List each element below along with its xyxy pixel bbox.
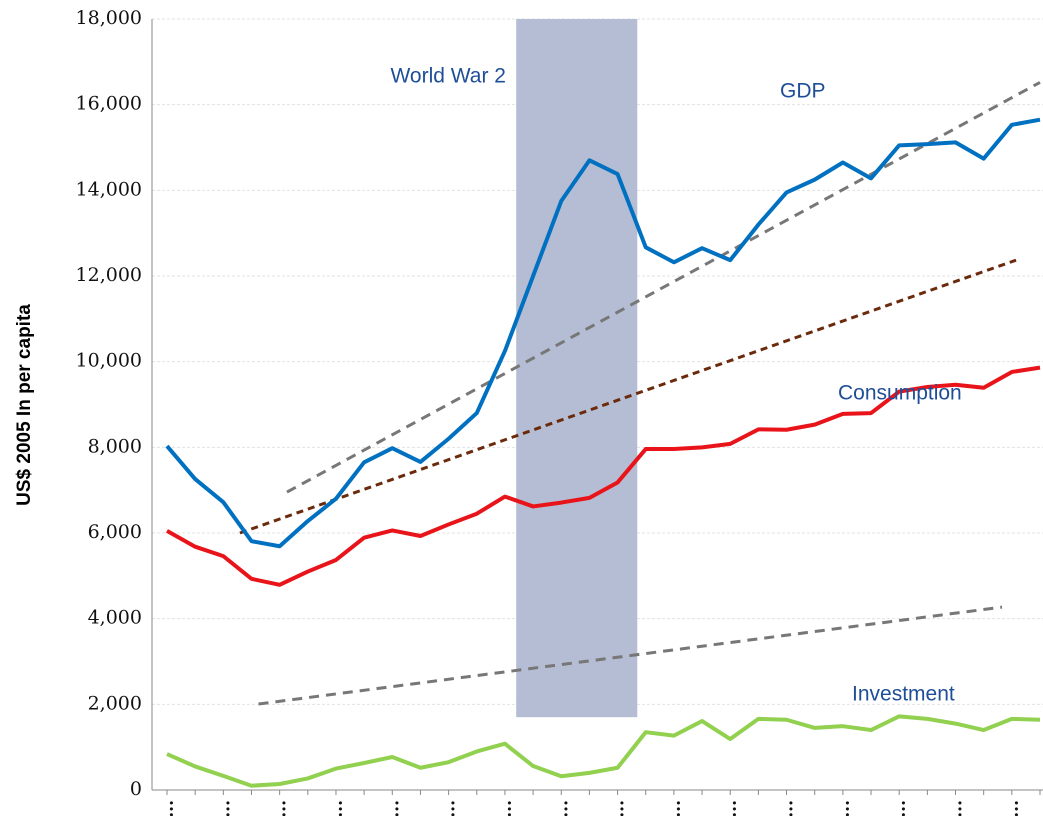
x-tick-label: 1...	[665, 800, 685, 816]
y-tick-label: 0	[130, 778, 142, 800]
series-label: GDP	[780, 80, 826, 103]
x-tick-label: 1...	[834, 800, 854, 816]
y-tick-label: 2,000	[88, 692, 142, 714]
x-tick-label: 1...	[778, 800, 798, 816]
x-tick-label: 1...	[1003, 800, 1023, 816]
series-label: Investment	[852, 683, 955, 706]
x-tick-label: 1...	[609, 800, 629, 816]
x-tick-label: 1...	[383, 800, 403, 816]
series-line	[166, 714, 1041, 788]
x-tick-group: 1...	[890, 800, 910, 816]
x-tick-label: 1...	[947, 800, 967, 816]
series-label: Consumption	[838, 382, 962, 405]
x-tick-label: 1...	[721, 800, 741, 816]
x-tick-label: 1...	[214, 800, 234, 816]
x-tick-label: 1...	[158, 800, 178, 816]
x-tick-label: 1...	[890, 800, 910, 816]
x-tick-label: 1...	[440, 800, 460, 816]
x-tick-label: 1...	[271, 800, 291, 816]
x-tick-group: 1...	[721, 800, 741, 816]
x-tick-group: 1...	[158, 800, 178, 816]
x-tick-group: 1...	[383, 800, 403, 816]
y-tick-label: 4,000	[88, 607, 142, 629]
shaded-region	[516, 19, 638, 718]
x-tick-group: 1...	[665, 800, 685, 816]
trend-line	[258, 605, 1003, 706]
x-tick-label: 1...	[496, 800, 516, 816]
region-label: World War 2	[390, 65, 506, 88]
y-tick-label: 12,000	[76, 264, 142, 286]
x-tick-group: 1...	[496, 800, 516, 816]
y-tick-label: 16,000	[76, 93, 142, 115]
x-tick-group: 1...	[440, 800, 460, 816]
x-tick-group: 1...	[834, 800, 854, 816]
y-tick-label: 6,000	[88, 521, 142, 543]
trend-line	[239, 258, 1017, 535]
x-tick-group: 1...	[778, 800, 798, 816]
x-tick-group: 1...	[947, 800, 967, 816]
series-line	[165, 117, 1041, 549]
y-tick-label: 10,000	[76, 350, 142, 372]
x-tick-group: 1...	[214, 800, 234, 816]
x-tick-label: 1...	[327, 800, 347, 816]
y-tick-label: 14,000	[76, 178, 142, 200]
y-axis-label: US$ 2005 In per capita	[14, 304, 35, 506]
trend-line	[286, 81, 1041, 494]
x-tick-group: 1...	[609, 800, 629, 816]
x-tick-group: 1...	[271, 800, 291, 816]
x-tick-group: 1...	[552, 800, 572, 816]
x-tick-group: 1...	[1003, 800, 1023, 816]
y-tick-label: 18,000	[76, 7, 142, 29]
x-tick-group: 1...	[327, 800, 347, 816]
y-tick-label: 8,000	[88, 435, 142, 457]
series-line	[166, 365, 1041, 587]
x-tick-label: 1...	[552, 800, 572, 816]
